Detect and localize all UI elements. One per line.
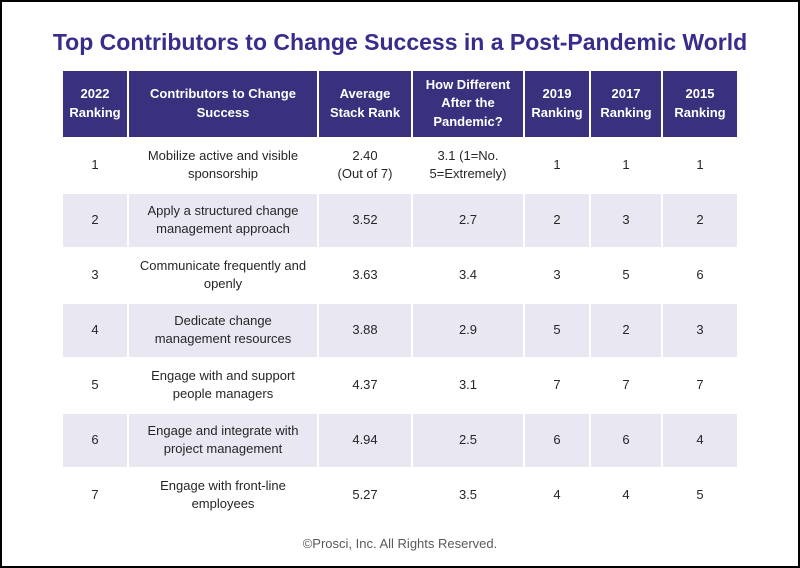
cell-difference: 3.4 xyxy=(413,248,523,302)
cell-2015-ranking: 2 xyxy=(663,193,737,247)
column-header-how-different: How Different After the Pandemic? xyxy=(413,70,523,137)
cell-stack-rank: 5.27 xyxy=(319,468,411,522)
column-header-contributors: Contributors to Change Success xyxy=(129,70,317,137)
column-header-2015-ranking: 2015 Ranking xyxy=(663,70,737,137)
column-header-2022-ranking: 2022 Ranking xyxy=(63,70,127,137)
cell-2015-ranking: 7 xyxy=(663,358,737,412)
cell-2017-ranking: 7 xyxy=(591,358,661,412)
cell-stack-rank: 2.40 (Out of 7) xyxy=(319,138,411,192)
cell-2015-ranking: 4 xyxy=(663,413,737,467)
table-row: 2 Apply a structured change management a… xyxy=(63,193,737,247)
cell-2015-ranking: 6 xyxy=(663,248,737,302)
cell-difference: 3.5 xyxy=(413,468,523,522)
cell-2015-ranking: 3 xyxy=(663,303,737,357)
cell-difference: 2.7 xyxy=(413,193,523,247)
cell-2015-ranking: 5 xyxy=(663,468,737,522)
cell-2022-ranking: 7 xyxy=(63,468,127,522)
column-header-2017-ranking: 2017 Ranking xyxy=(591,70,661,137)
table-row: 6 Engage and integrate with project mana… xyxy=(63,413,737,467)
copyright-text: ©Prosci, Inc. All Rights Reserved. xyxy=(302,535,498,551)
cell-2017-ranking: 1 xyxy=(591,138,661,192)
cell-difference: 2.9 xyxy=(413,303,523,357)
table-row: 5 Engage with and support people manager… xyxy=(63,358,737,412)
contributors-ranking-table: 2022 Ranking Contributors to Change Succ… xyxy=(61,69,739,524)
cell-contributor: Dedicate change management resources xyxy=(129,303,317,357)
cell-2019-ranking: 3 xyxy=(525,248,589,302)
cell-2019-ranking: 7 xyxy=(525,358,589,412)
cell-difference: 2.5 xyxy=(413,413,523,467)
cell-2017-ranking: 3 xyxy=(591,193,661,247)
cell-contributor: Communicate frequently and openly xyxy=(129,248,317,302)
cell-contributor: Mobilize active and visible sponsorship xyxy=(129,138,317,192)
cell-2017-ranking: 5 xyxy=(591,248,661,302)
cell-contributor: Apply a structured change management app… xyxy=(129,193,317,247)
cell-stack-rank: 3.63 xyxy=(319,248,411,302)
cell-2022-ranking: 5 xyxy=(63,358,127,412)
cell-stack-rank: 3.88 xyxy=(319,303,411,357)
cell-2022-ranking: 2 xyxy=(63,193,127,247)
table-header-row: 2022 Ranking Contributors to Change Succ… xyxy=(63,70,737,137)
cell-2017-ranking: 2 xyxy=(591,303,661,357)
column-header-average-stack-rank: Average Stack Rank xyxy=(319,70,411,137)
cell-2015-ranking: 1 xyxy=(663,138,737,192)
cell-2019-ranking: 4 xyxy=(525,468,589,522)
cell-stack-rank: 4.94 xyxy=(319,413,411,467)
cell-2019-ranking: 2 xyxy=(525,193,589,247)
table-row: 3 Communicate frequently and openly 3.63… xyxy=(63,248,737,302)
cell-difference: 3.1 (1=No. 5=Extremely) xyxy=(413,138,523,192)
cell-contributor: Engage with and support people managers xyxy=(129,358,317,412)
table-row: 1 Mobilize active and visible sponsorshi… xyxy=(63,138,737,192)
cell-2022-ranking: 3 xyxy=(63,248,127,302)
cell-2019-ranking: 6 xyxy=(525,413,589,467)
cell-difference: 3.1 xyxy=(413,358,523,412)
page-title: Top Contributors to Change Success in a … xyxy=(52,29,748,55)
cell-contributor: Engage and integrate with project manage… xyxy=(129,413,317,467)
cell-contributor: Engage with front-line employees xyxy=(129,468,317,522)
cell-2017-ranking: 4 xyxy=(591,468,661,522)
cell-2019-ranking: 1 xyxy=(525,138,589,192)
cell-2022-ranking: 1 xyxy=(63,138,127,192)
cell-2019-ranking: 5 xyxy=(525,303,589,357)
column-header-2019-ranking: 2019 Ranking xyxy=(525,70,589,137)
cell-2017-ranking: 6 xyxy=(591,413,661,467)
cell-2022-ranking: 6 xyxy=(63,413,127,467)
table-row: 7 Engage with front-line employees 5.27 … xyxy=(63,468,737,522)
table-row: 4 Dedicate change management resources 3… xyxy=(63,303,737,357)
cell-stack-rank: 4.37 xyxy=(319,358,411,412)
cell-stack-rank: 3.52 xyxy=(319,193,411,247)
cell-2022-ranking: 4 xyxy=(63,303,127,357)
